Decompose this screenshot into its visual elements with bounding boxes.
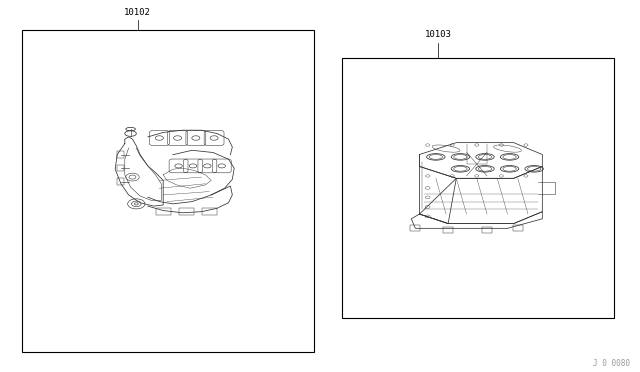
Bar — [410, 225, 420, 231]
Text: 10102: 10102 — [124, 8, 151, 17]
Bar — [482, 227, 492, 233]
Bar — [117, 151, 124, 158]
Bar — [117, 165, 124, 171]
Bar — [202, 208, 217, 215]
Bar — [179, 208, 194, 215]
Bar — [117, 178, 124, 185]
Bar — [22, 30, 314, 352]
Text: J 0 0080: J 0 0080 — [593, 359, 630, 368]
Bar — [513, 225, 523, 231]
Bar — [443, 227, 453, 233]
Bar — [156, 208, 171, 215]
Text: 10103: 10103 — [425, 30, 452, 39]
Bar — [342, 58, 614, 318]
